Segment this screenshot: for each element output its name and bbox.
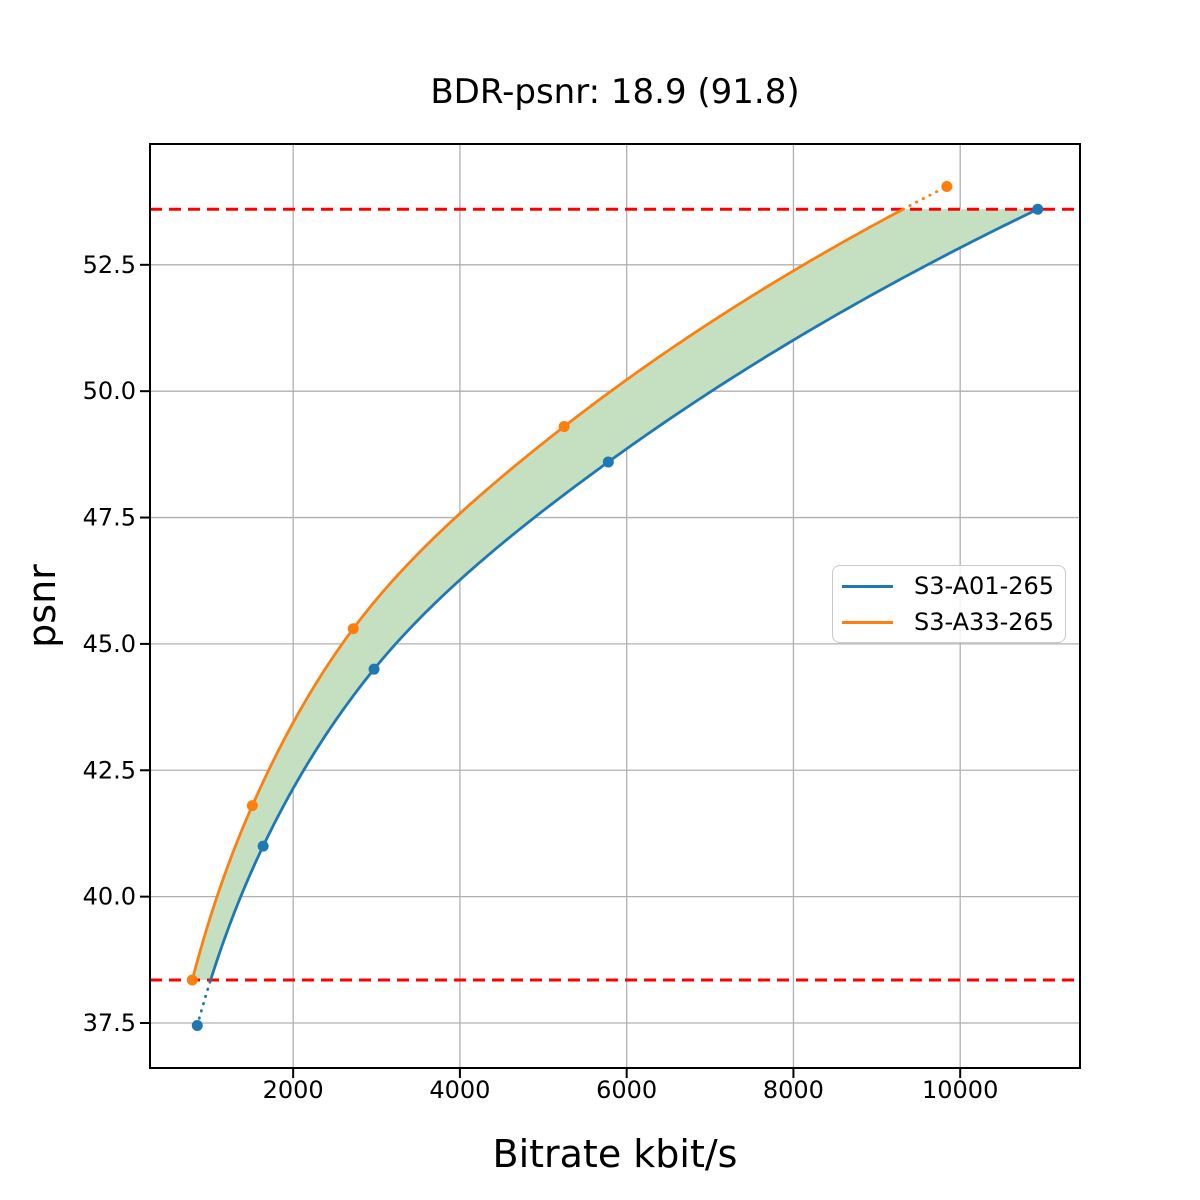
y-tick-label: 52.5	[83, 251, 136, 279]
legend-entry-s3-a01-265: S3-A01-265	[842, 568, 1065, 604]
y-tick-label: 50.0	[83, 377, 136, 405]
legend-line-sample-orange	[842, 620, 893, 624]
data-point-s3-a33-265	[246, 800, 258, 812]
data-point-s3-a33-265	[347, 623, 359, 635]
legend-line-sample-blue	[842, 584, 893, 588]
data-point-s3-a01-265	[368, 663, 380, 675]
data-point-s3-a01-265	[602, 456, 614, 468]
legend-label: S3-A33-265	[914, 608, 1055, 636]
y-tick-label: 45.0	[83, 630, 136, 658]
y-tick-label: 47.5	[83, 504, 136, 532]
x-tick-label: 8000	[763, 1076, 824, 1104]
data-point-s3-a33-265	[558, 421, 570, 433]
curve-s3-a33-265-dotted	[901, 185, 949, 211]
legend-box: S3-A01-265 S3-A33-265	[832, 565, 1066, 643]
data-point-s3-a33-265	[941, 180, 953, 192]
y-tick-label: 40.0	[83, 883, 136, 911]
x-tick-label: 10000	[922, 1076, 998, 1104]
legend-entry-s3-a33-265: S3-A33-265	[842, 604, 1065, 640]
chart-title: BDR-psnr: 18.9 (91.8)	[430, 72, 800, 112]
data-point-s3-a01-265	[191, 1020, 203, 1032]
data-point-s3-a33-265	[186, 974, 198, 986]
curve-s3-a01-265	[209, 207, 1039, 981]
x-tick-label: 4000	[429, 1076, 490, 1104]
legend-label: S3-A01-265	[914, 572, 1055, 600]
data-point-s3-a01-265	[1032, 203, 1044, 215]
data-point-s3-a01-265	[257, 840, 269, 852]
curve-s3-a01-265-dotted	[195, 978, 213, 1027]
x-tick-label: 6000	[596, 1076, 657, 1104]
axes-spines	[149, 143, 1081, 1069]
x-tick-label: 2000	[263, 1076, 324, 1104]
y-tick-label: 42.5	[83, 756, 136, 784]
y-axis-label: psnr	[20, 564, 64, 648]
x-axis-label: Bitrate kbit/s	[492, 1132, 738, 1176]
y-tick-label: 37.5	[83, 1009, 136, 1037]
